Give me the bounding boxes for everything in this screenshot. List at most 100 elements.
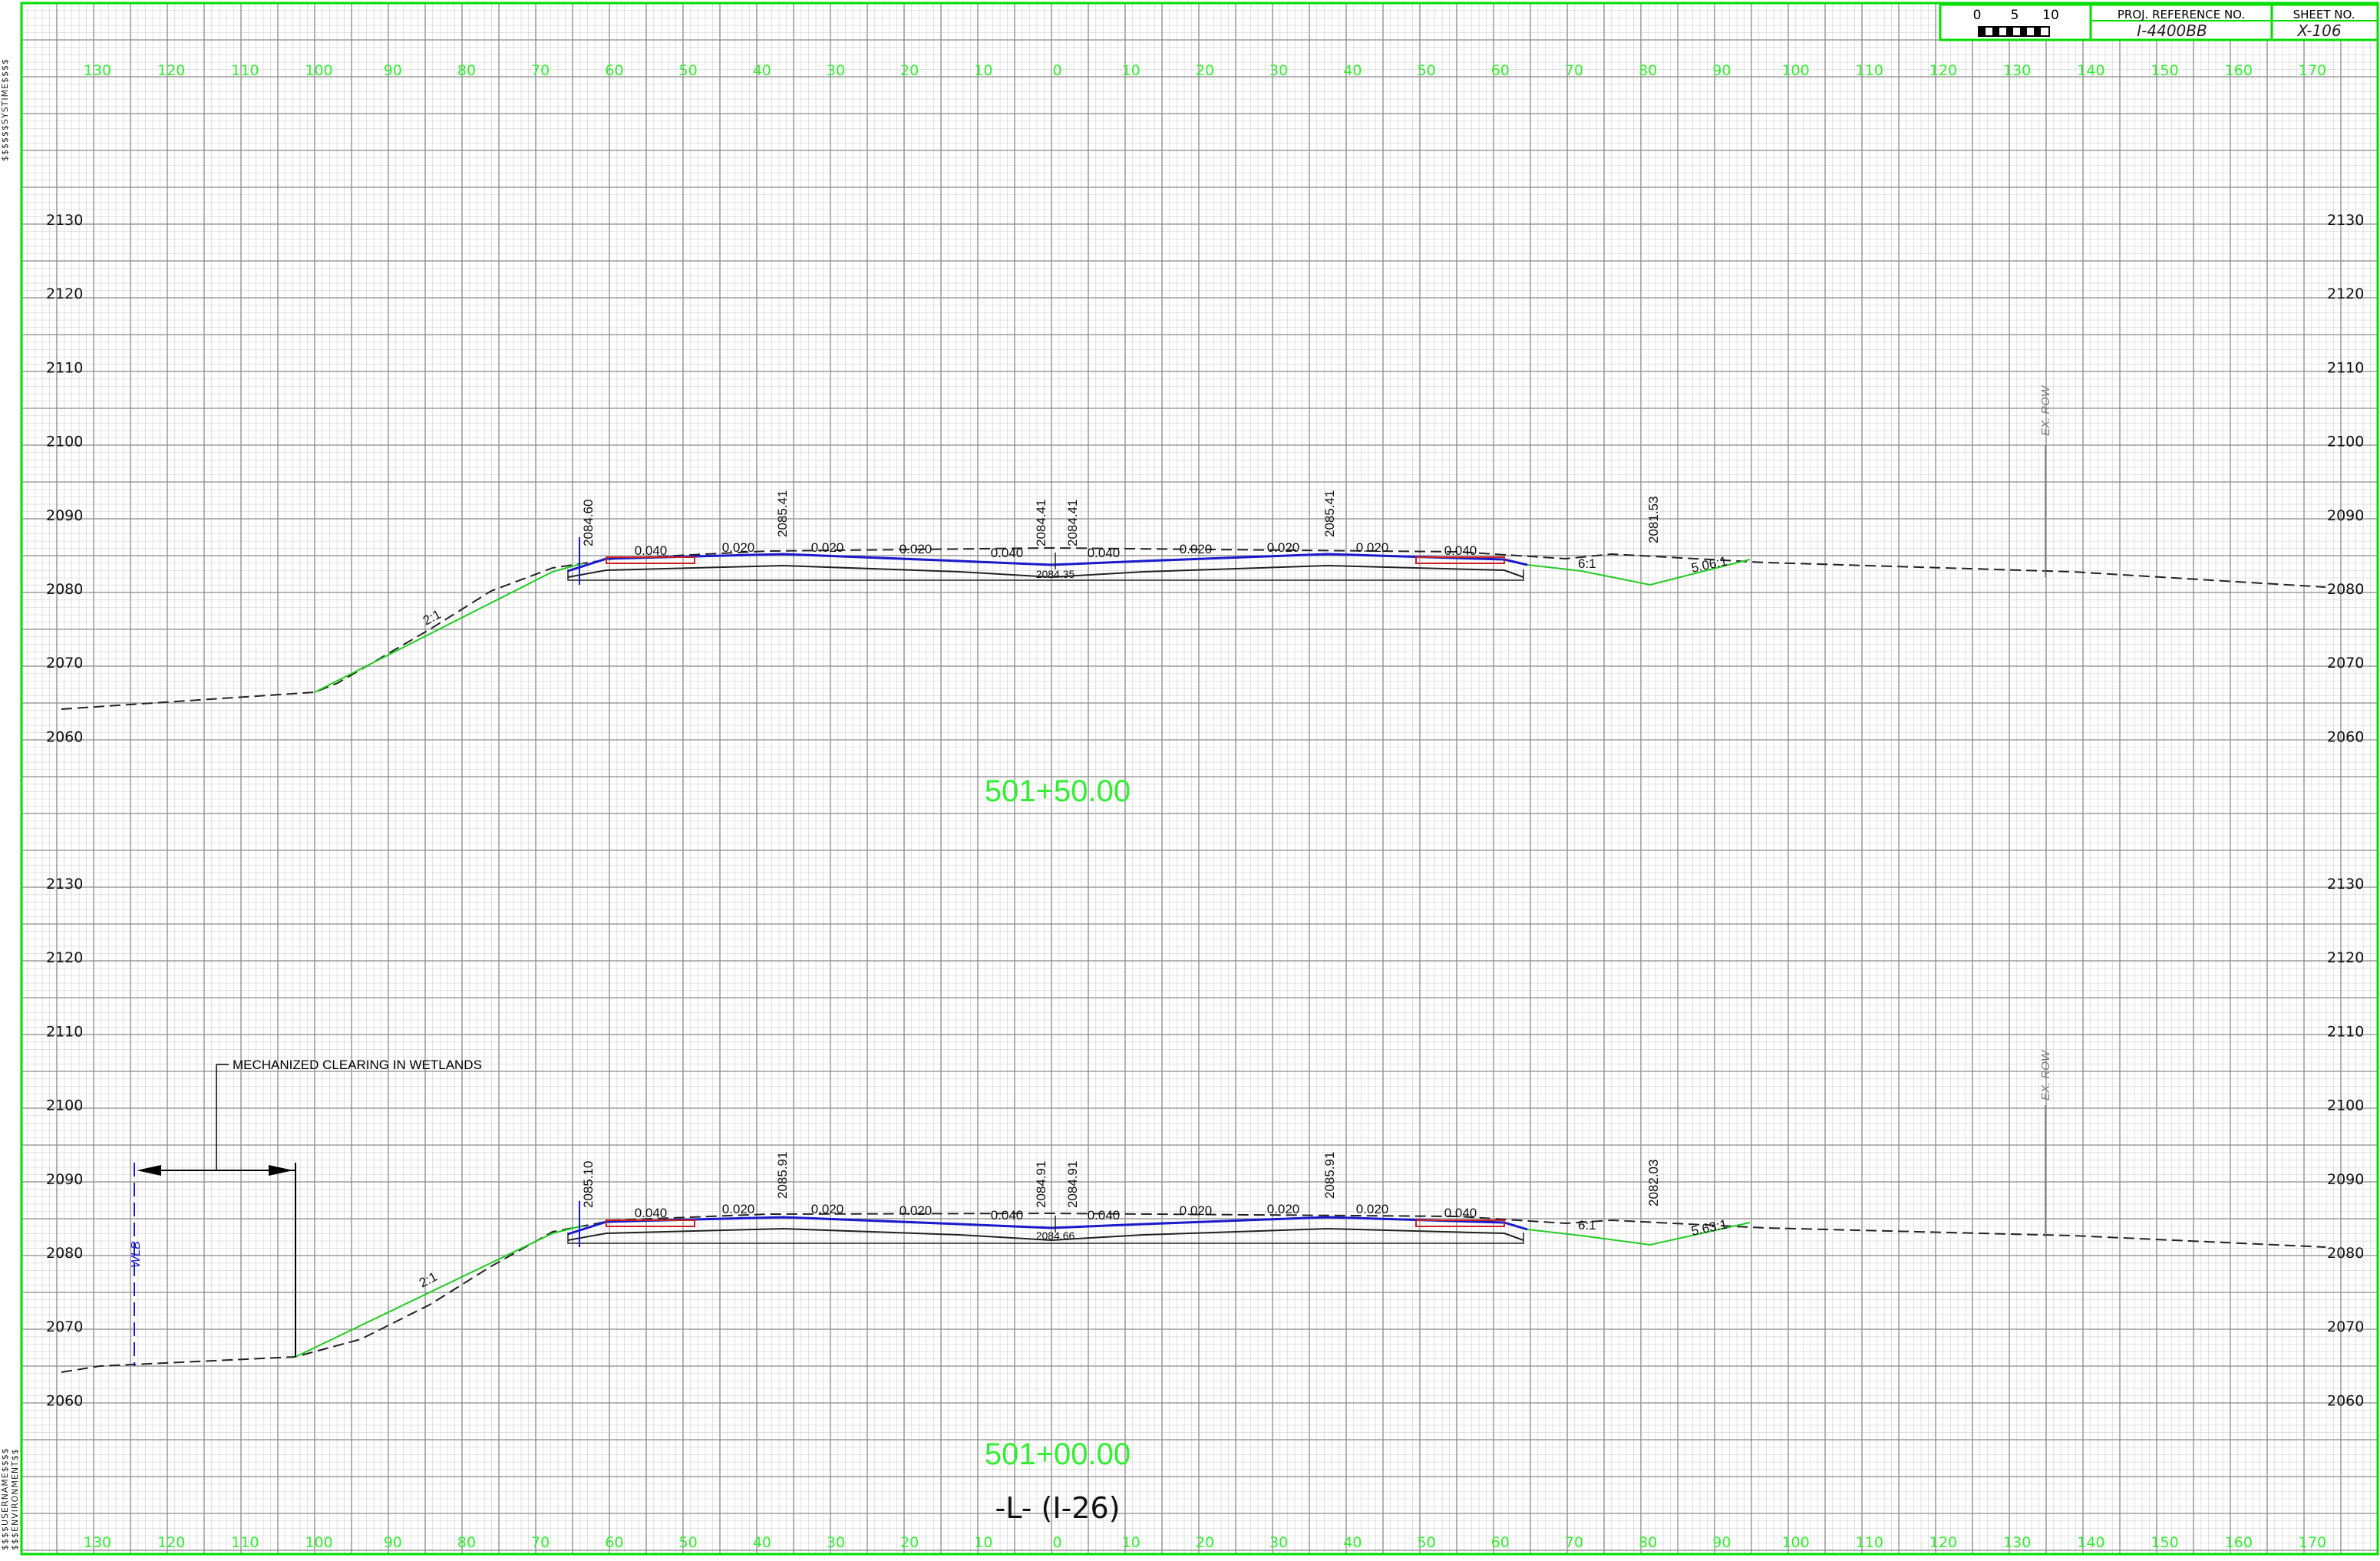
offset-label: 20 [900, 62, 919, 79]
fill-slope-line [314, 563, 584, 693]
grade-label: 2084.60 [581, 500, 596, 546]
offset-label: 150 [2151, 1534, 2178, 1551]
elevation-label-right: 2110 [2327, 359, 2364, 376]
fill-slope-line [295, 1225, 584, 1358]
pavement-bottom [567, 1227, 1524, 1242]
offset-label: 60 [605, 62, 623, 79]
center-elevation: 2084.66 [1036, 1229, 1075, 1242]
offset-label: 90 [1712, 62, 1731, 79]
elevation-label-left: 2070 [46, 1318, 83, 1335]
center-elevation: 2084.35 [1036, 568, 1075, 580]
clearing-extent-arrow [137, 1064, 296, 1357]
cut-ditch-line [1527, 1222, 1751, 1246]
elevation-label-right: 2100 [2327, 1097, 2364, 1114]
elevation-label-right: 2120 [2327, 285, 2364, 302]
shoulder-left [606, 556, 695, 564]
elevation-label-left: 2120 [46, 285, 83, 302]
elevation-label-right: 2060 [2327, 1392, 2364, 1409]
offset-label: 80 [457, 1534, 476, 1551]
slope-label: 0.020 [722, 1202, 755, 1216]
grade-label: 2084.91 [1034, 1161, 1048, 1208]
grade-label: 2082.03 [1646, 1160, 1661, 1206]
offset-label: 130 [2003, 1534, 2031, 1551]
grade-label: 2081.53 [1646, 497, 1661, 543]
offset-label: 100 [1781, 62, 1809, 79]
slope-label: 0.020 [1356, 1202, 1389, 1216]
elevation-label-left: 2090 [46, 507, 83, 524]
elevation-labels: 2130 2130 2120 2120 2110 2110 2100 2100 2090 2090… [46, 212, 2364, 745]
grade-label: 2085.41 [775, 490, 790, 537]
offset-label: 50 [1418, 1534, 1436, 1551]
elevation-label-left: 2090 [46, 1171, 83, 1188]
elevation-label-left: 2080 [46, 581, 83, 598]
sheet-no-label: SHEET NO. [2293, 8, 2355, 21]
slope-label: 0.040 [635, 1206, 668, 1220]
offset-label: 10 [1122, 62, 1140, 79]
slope-label: 0.020 [811, 540, 844, 555]
elevation-label-right: 2070 [2327, 655, 2364, 672]
offset-label: 110 [231, 62, 259, 79]
offset-label: 40 [1343, 62, 1362, 79]
elevation-label-right: 2090 [2327, 507, 2364, 524]
offset-label: 120 [1929, 62, 1957, 79]
proj-ref-label: PROJ. REFERENCE NO. [2118, 8, 2245, 21]
elevation-label-left: 2080 [46, 1245, 83, 1262]
shoulder-right [1415, 1219, 1505, 1227]
shoulder-left [606, 1219, 695, 1227]
margin-username: $$$$USERNAME$$$$ $$$ENVIRONMENT$$ [0, 1447, 20, 1550]
grade-label: 2084.41 [1034, 500, 1048, 546]
station-label: 501+00.00 [985, 1437, 1131, 1471]
offset-label: 0 [1053, 1534, 1062, 1551]
elevation-label-right: 2070 [2327, 1318, 2364, 1335]
station-label: 501+50.00 [985, 774, 1131, 808]
cross-section-501-00: 2130 2130 2120 2120 2110 2110 2100 2100 2090 2090… [46, 876, 2364, 1471]
offset-label: 30 [827, 62, 845, 79]
sheet-no-value: X-106 [2296, 21, 2341, 40]
slope-label: 0.020 [1356, 540, 1389, 555]
offset-label: 170 [2299, 62, 2326, 79]
grade-label: 2085.10 [581, 1161, 596, 1208]
offset-label: 160 [2225, 1534, 2253, 1551]
side-slope-label: 6:1 [1578, 1218, 1596, 1233]
offset-label: 120 [1929, 1534, 1957, 1551]
slope-label: 0.040 [991, 1208, 1024, 1223]
slope-label: 0.020 [900, 1203, 933, 1218]
slope-label: 0.040 [1088, 1208, 1121, 1223]
elevation-label-left: 2110 [46, 1023, 83, 1040]
offset-label: 90 [1712, 1534, 1731, 1551]
slope-label: 0.040 [1444, 1206, 1477, 1220]
offset-label: 120 [157, 1534, 185, 1551]
offset-label: 140 [2077, 62, 2104, 79]
offset-label: 70 [531, 1534, 550, 1551]
grade-label: 2085.91 [1322, 1152, 1337, 1199]
title-block: 0 5 10 PROJ. REFERENCE NO. I-4400BB SHEE… [1939, 3, 2379, 41]
offset-label: 130 [84, 1534, 111, 1551]
offset-label: 110 [1856, 62, 1883, 79]
sheet-border [20, 2, 2379, 1556]
offset-label: 50 [679, 62, 698, 79]
offset-label: 100 [1781, 1534, 1809, 1551]
elevation-label-right: 2130 [2327, 876, 2364, 893]
slope-label: 0.040 [1444, 543, 1477, 558]
elevation-label-left: 2060 [46, 1392, 83, 1409]
elevation-label-right: 2100 [2327, 434, 2364, 450]
grid-background [21, 3, 2378, 1554]
elevation-label-left: 2120 [46, 949, 83, 966]
offset-label: 60 [605, 1534, 623, 1551]
elevation-label-left: 2100 [46, 434, 83, 450]
pavement-bottom [567, 564, 1524, 579]
offset-labels-bottom: 130 120 110 100 90 80 70 60 50 40 30 20 10 0 10 20 30 40 5… [84, 1534, 2326, 1551]
elevation-label-right: 2060 [2327, 728, 2364, 745]
elevation-label-left: 2070 [46, 655, 83, 672]
offset-label: 130 [84, 62, 111, 79]
slope-label: 0.020 [1180, 542, 1213, 556]
offset-label: 30 [1269, 62, 1288, 79]
offset-label: 30 [827, 1534, 845, 1551]
ex-row-label: EX. ROW [2039, 384, 2052, 436]
elevation-label-right: 2120 [2327, 949, 2364, 966]
slope-label: 0.040 [635, 543, 668, 558]
graphic-scale-bar [1978, 26, 2050, 37]
elevation-label-left: 2100 [46, 1097, 83, 1114]
cut-ditch-line [1527, 559, 1751, 586]
